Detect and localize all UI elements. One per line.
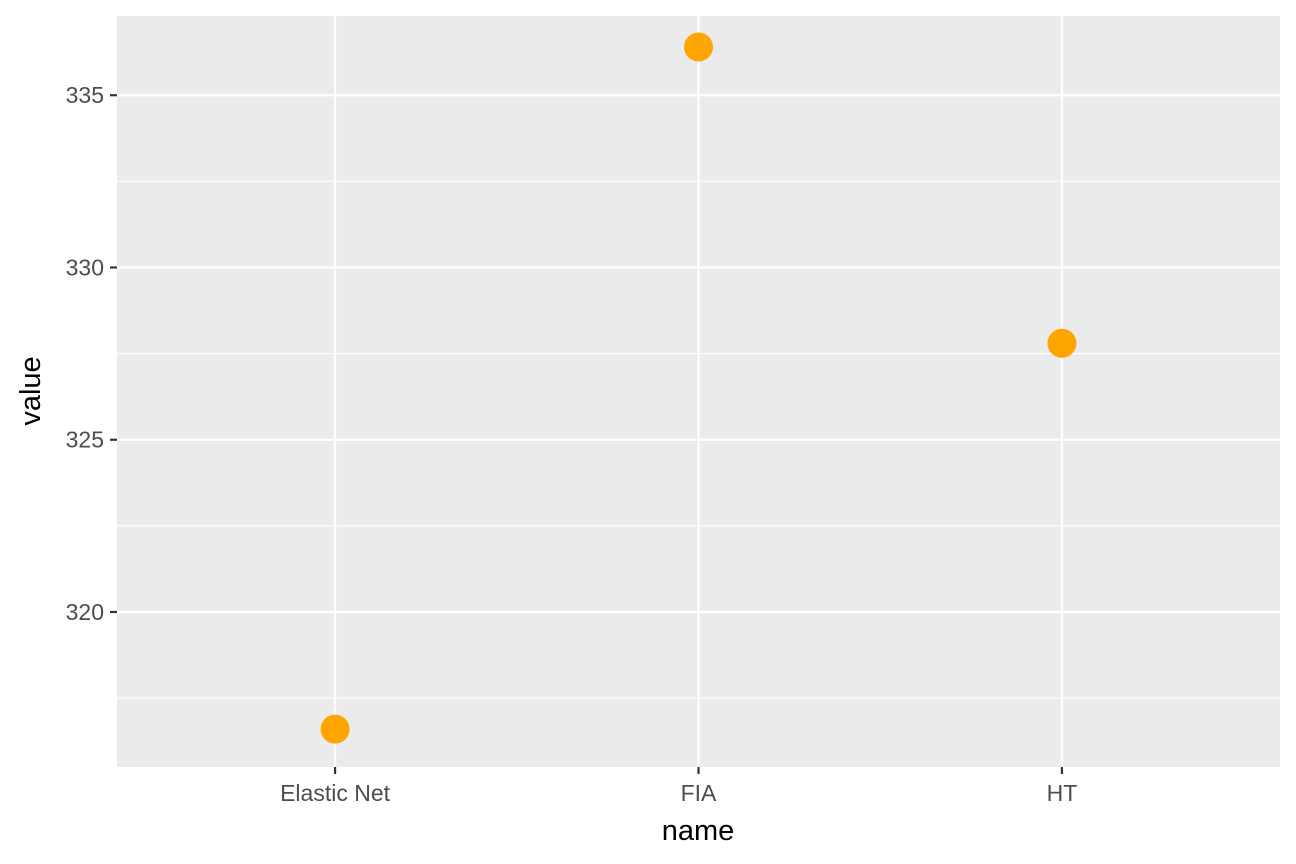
y-axis-title: value	[15, 356, 47, 425]
x-tick-label: HT	[1047, 780, 1078, 806]
y-tick-label: 335	[66, 82, 104, 108]
data-point	[320, 714, 350, 744]
x-tick-label: FIA	[681, 780, 717, 806]
data-points	[320, 32, 1077, 744]
x-axis-tick-labels: Elastic Net FIA HT	[280, 780, 1077, 806]
grid-lines	[117, 16, 1280, 767]
data-point	[1047, 328, 1077, 358]
data-point	[684, 32, 713, 62]
y-tick-label: 325	[66, 427, 104, 453]
y-axis-tick-labels: 320 325 330 335	[66, 82, 104, 625]
axis-ticks	[110, 94, 1064, 774]
y-tick-label: 320	[66, 599, 104, 625]
x-axis-title: name	[662, 815, 735, 847]
y-tick-label: 330	[66, 254, 104, 280]
x-tick-label: Elastic Net	[280, 780, 391, 806]
